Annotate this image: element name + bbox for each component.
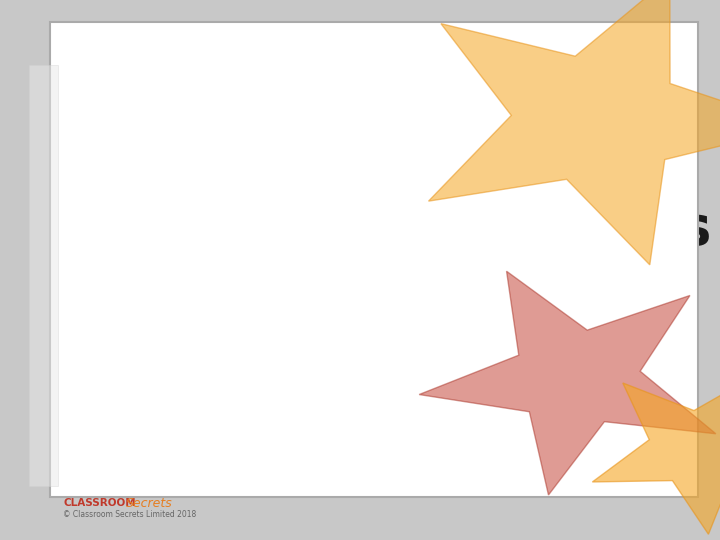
Text: 8: 8 [423, 465, 449, 507]
Text: x: x [618, 394, 642, 427]
Text: CLASSROOM: CLASSROOM [63, 498, 136, 508]
Text: Measure Mass in Grams: Measure Mass in Grams [288, 204, 720, 255]
Text: © Classroom Secrets Limited 2018: © Classroom Secrets Limited 2018 [63, 510, 197, 518]
Text: %: % [547, 334, 583, 368]
Text: 00: 00 [317, 465, 346, 485]
Text: Secrets: Secrets [126, 497, 173, 510]
Text: x: x [521, 418, 538, 446]
Text: Year 2 – Summer Block 4 – Mass, Capacity and Temperature: Year 2 – Summer Block 4 – Mass, Capacity… [145, 38, 603, 53]
